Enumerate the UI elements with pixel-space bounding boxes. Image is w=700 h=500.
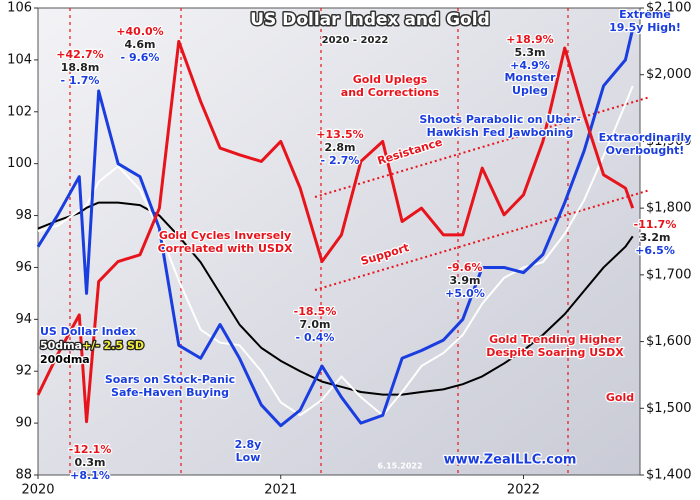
annotation: - 1.7% (61, 74, 100, 87)
annotation: 0.3m (75, 456, 106, 469)
series-line (37, 85, 634, 417)
annotation: +6.5% (635, 244, 675, 257)
plot-area (37, 7, 641, 476)
annotation: +40.0% (116, 25, 163, 38)
y-tick-label: 94 (15, 312, 32, 327)
y-tick-label: 102 (7, 104, 32, 119)
y-tick-label: 104 (7, 52, 32, 67)
y-tick-label: 92 (15, 364, 32, 379)
annotation: -18.5% (294, 305, 337, 318)
annotation: Soars on Stock-Panic (105, 373, 235, 386)
annotation: +5.0% (445, 287, 485, 300)
y-tick-label: 88 (15, 468, 32, 483)
annotation: - 2.7% (321, 154, 360, 167)
annotation: Hawkish Fed Jawboning (427, 126, 574, 139)
y2-tick-label: $1,500 (646, 401, 692, 416)
y2-tick-label: $1,600 (646, 334, 692, 349)
y2-tick-label: $1,900 (646, 134, 692, 149)
y-tick-label: 96 (15, 260, 32, 275)
y2-tick-label: $2,000 (646, 67, 692, 82)
legend-entry: US Dollar Index (40, 325, 136, 338)
annotation: +8.1% (70, 469, 110, 482)
annotation: Extreme (619, 8, 671, 21)
annotation: - 0.4% (296, 331, 335, 344)
x-tick-label: 2020 (21, 483, 54, 498)
annotation: Extraordinarily (599, 131, 692, 144)
annotation: 3.2m (640, 231, 671, 244)
y-tick-label: 98 (15, 208, 32, 223)
annotation: +4.9% (510, 59, 550, 72)
annotation: www.ZealLLC.com (444, 453, 577, 468)
annotation: 4.6m (125, 38, 156, 51)
chart-subtitle: 2020 - 2022 (322, 35, 389, 46)
y2-tick-label: $1,700 (646, 267, 692, 282)
annotation: -9.6% (447, 261, 482, 274)
annotation: Upleg (512, 84, 548, 97)
annotation: 2.8m (325, 141, 356, 154)
annotation: Correlated with USDX (158, 242, 293, 255)
chart-title: US Dollar Index and Gold (250, 10, 490, 30)
annotation: 7.0m (300, 318, 331, 331)
annotation: 5.3m (515, 46, 546, 59)
annotation: +13.5% (316, 128, 363, 141)
annotation: -12.1% (69, 443, 112, 456)
annotation: Safe-Haven Buying (111, 386, 229, 399)
annotation: 2.8y (235, 438, 262, 451)
annotation: +18.9% (506, 33, 553, 46)
y-tick-label: 100 (7, 156, 32, 171)
annotation: Gold Uplegs (353, 73, 428, 86)
annotation: Shoots Parabolic on Uber- (419, 113, 580, 126)
x-tick-label: 2021 (264, 483, 297, 498)
annotation: Monster (504, 71, 556, 84)
annotation: +42.7% (56, 48, 103, 61)
legend-band: +/- 2.5 SD (82, 339, 144, 352)
y-tick-label: 106 (7, 1, 32, 16)
annotation: Overbought! (606, 144, 685, 157)
y2-tick-label: $1,400 (646, 468, 692, 483)
annotation: Low (236, 451, 261, 464)
annotation: 3.9m (450, 274, 481, 287)
y-tick-label: 90 (15, 416, 32, 431)
annotation: Gold Trending Higher (489, 333, 621, 346)
legend-entry: Gold (606, 391, 634, 404)
annotation: 6.15.2022 (377, 462, 422, 471)
x-tick-label: 2022 (507, 483, 540, 498)
y2-tick-label: $2,100 (646, 1, 692, 16)
legend-entry: 50dma (40, 339, 82, 352)
series-line (36, 39, 635, 424)
annotation: 18.8m (61, 61, 100, 74)
y2-tick-label: $1,800 (646, 201, 692, 216)
series-line (36, 28, 635, 428)
legend-entry: 200dma (40, 353, 90, 366)
annotation: 19.5y High! (609, 21, 681, 34)
annotation: and Corrections (341, 86, 440, 99)
annotation: Despite Soaring USDX (486, 346, 624, 359)
annotation: Gold Cycles Inversely (159, 229, 291, 242)
annotation: -11.7% (634, 218, 677, 231)
annotation: - 9.6% (121, 51, 160, 64)
